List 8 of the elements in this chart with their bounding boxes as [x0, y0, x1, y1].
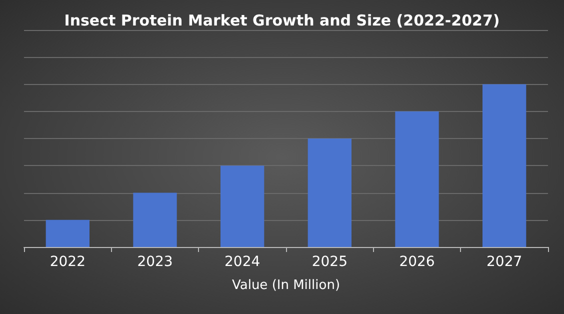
x-tick-label: 2024: [224, 254, 260, 270]
x-tick-label: 2022: [50, 254, 86, 270]
x-tick-label: 2023: [137, 254, 173, 270]
x-tick-label: 2025: [312, 254, 348, 270]
x-tick-label: 2027: [486, 254, 522, 270]
chart-title: Insect Protein Market Growth and Size (2022-2027): [64, 12, 500, 30]
x-tick-label: 2026: [399, 254, 435, 270]
x-axis-title: Value (In Million): [232, 278, 340, 293]
